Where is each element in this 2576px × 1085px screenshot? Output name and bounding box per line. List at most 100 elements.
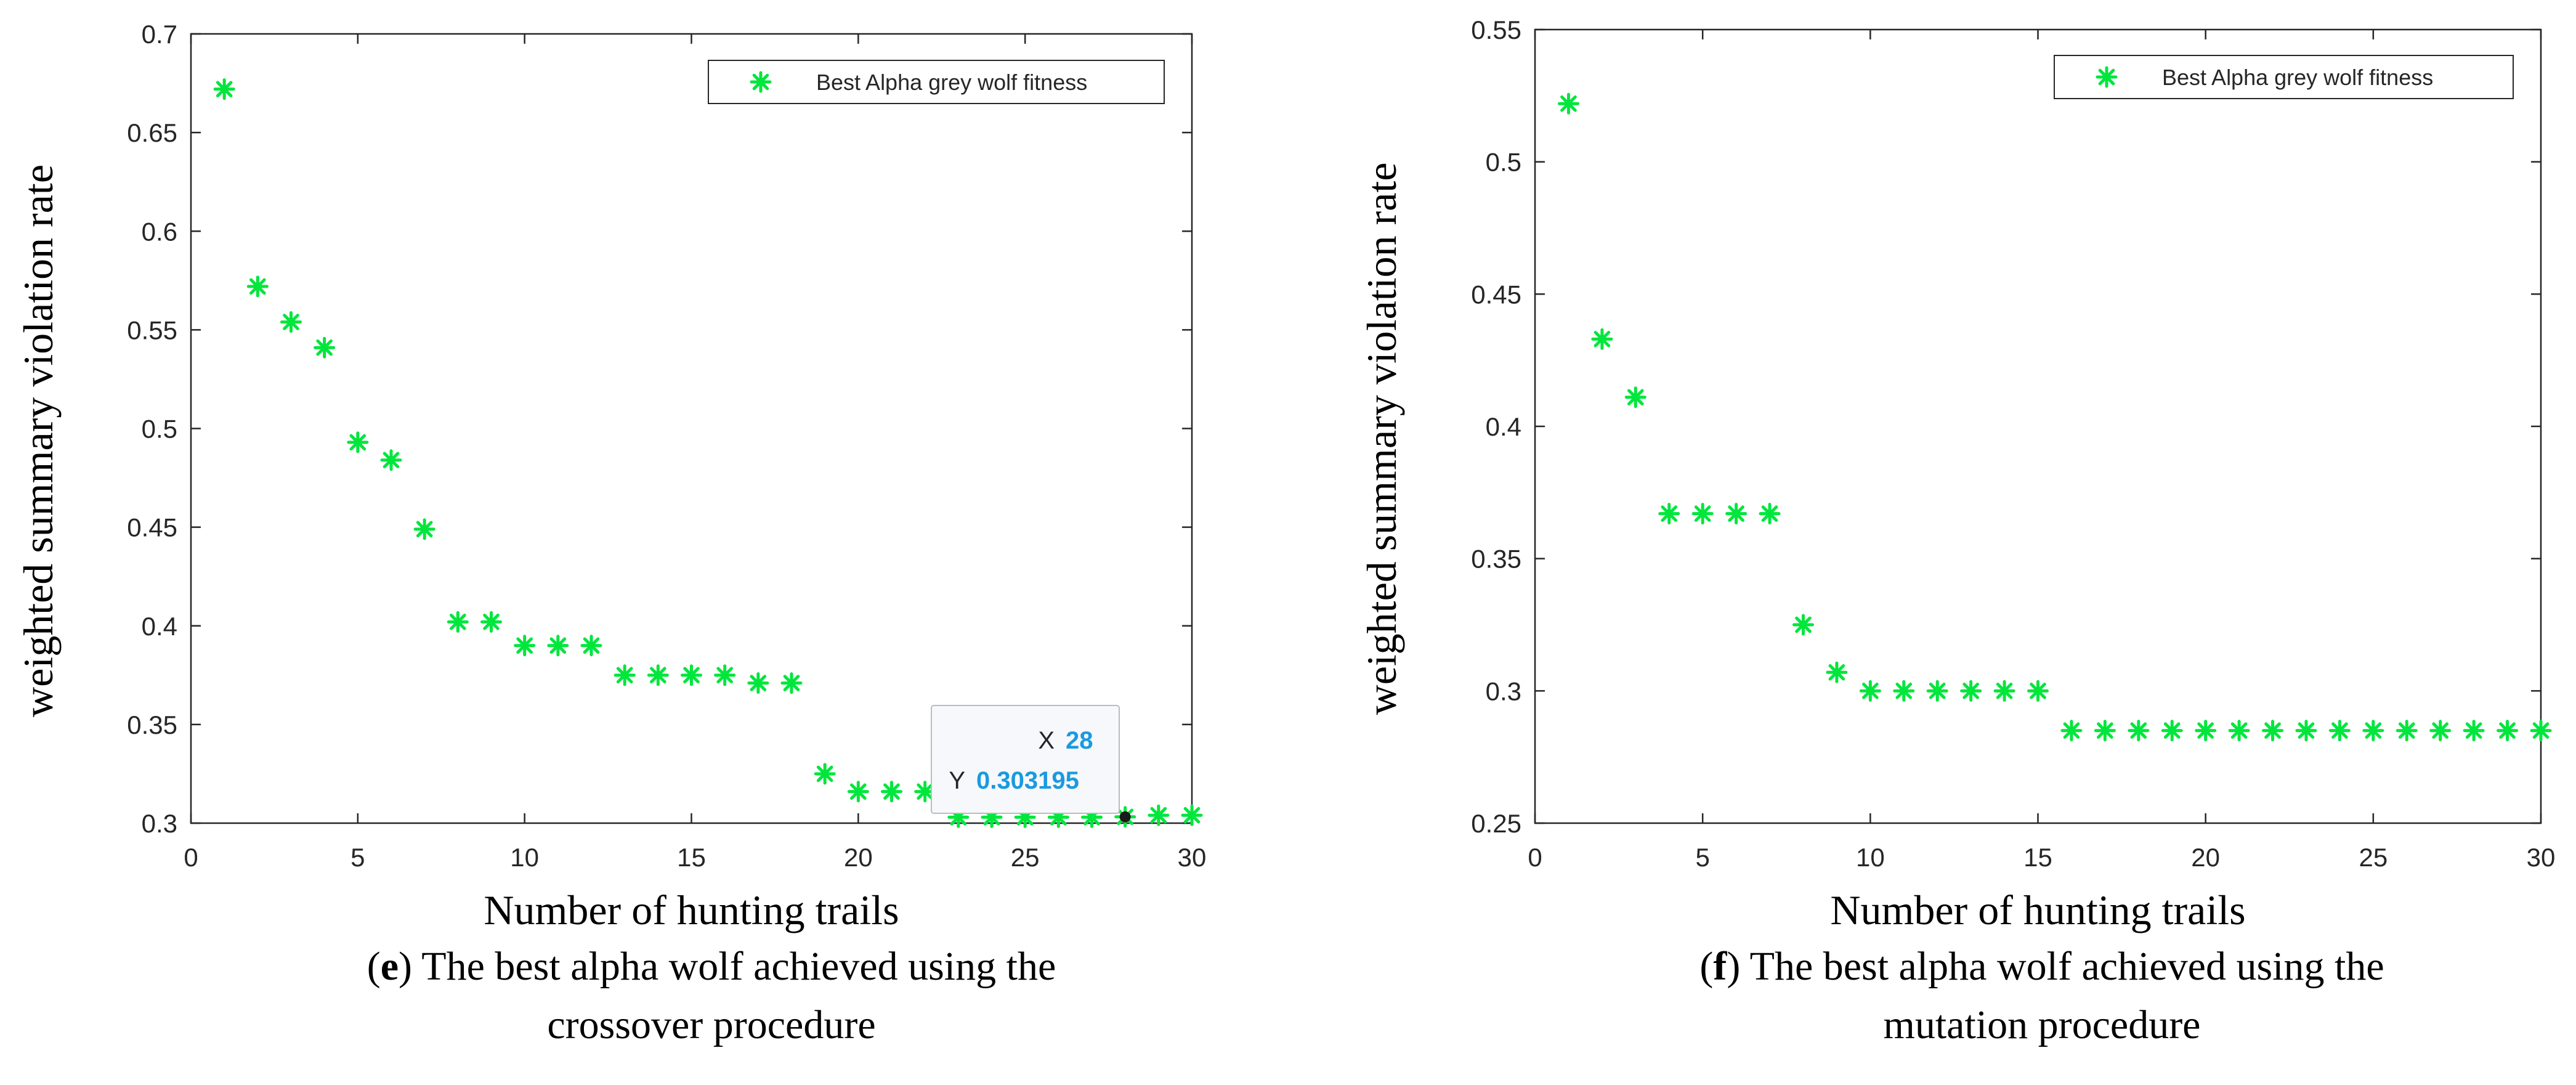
datatip-box <box>931 705 1120 814</box>
y-tick-label: 0.25 <box>1471 809 1521 838</box>
data-point <box>2262 720 2284 742</box>
datatip-x-value: 28 <box>1066 727 1093 754</box>
data-point <box>2228 720 2250 742</box>
plot-area <box>1534 28 2542 824</box>
caption-line-2: mutation procedure <box>1884 1002 2201 1047</box>
data-point <box>2396 720 2418 742</box>
y-tick-label: 0.3 <box>142 809 177 838</box>
data-point <box>580 635 602 657</box>
data-point <box>881 781 902 803</box>
x-tick-label: 25 <box>2359 843 2388 872</box>
data-point <box>1759 503 1781 525</box>
data-point <box>246 275 269 298</box>
data-point <box>780 672 803 694</box>
data-point <box>1658 503 1680 525</box>
data-point <box>280 311 302 333</box>
x-axis-label: Number of hunting trails <box>484 887 899 933</box>
y-tick-label: 0.3 <box>1486 677 1521 705</box>
datatip-y-label: Y <box>949 767 965 794</box>
data-point <box>614 664 636 686</box>
x-tick-label: 20 <box>844 843 873 872</box>
datatip[interactable]: X 28 Y 0.303195 <box>931 705 1120 814</box>
data-point <box>1691 503 1714 525</box>
y-tick-label: 0.7 <box>142 20 177 49</box>
data-point <box>2362 720 2384 742</box>
data-point <box>2161 720 2183 742</box>
data-point <box>681 664 702 686</box>
data-point <box>380 449 402 471</box>
data-point <box>2328 720 2351 742</box>
y-axis-label: weighted summary violation rate <box>15 165 62 717</box>
data-point <box>2060 720 2083 742</box>
y-tick-label: 0.45 <box>1471 280 1521 309</box>
caption-line-2: crossover procedure <box>547 1002 875 1047</box>
data-point <box>2094 720 2116 742</box>
data-point <box>2429 720 2452 742</box>
caption-text: The best alpha wolf achieved using the <box>1750 944 2384 989</box>
legend-box <box>708 60 1165 104</box>
data-point <box>2530 720 2552 742</box>
datatip-x-label: X <box>1038 727 1055 754</box>
data-point <box>1993 680 2015 702</box>
x-tick-label: 20 <box>2191 843 2220 872</box>
data-point <box>2195 720 2217 742</box>
y-tick-label: 0.45 <box>127 513 177 542</box>
x-tick-label: 10 <box>1856 843 1885 872</box>
x-tick-label: 30 <box>1178 843 1207 872</box>
data-point <box>314 336 336 359</box>
y-tick-label: 0.35 <box>127 710 177 739</box>
y-axis-label: weighted summary violation rate <box>1358 163 1405 715</box>
y-tick-label: 0.35 <box>1471 545 1521 574</box>
data-point <box>914 781 936 803</box>
datatip-point[interactable] <box>1119 811 1131 823</box>
y-tick-label: 0.65 <box>127 118 177 147</box>
data-point <box>514 635 536 657</box>
data-point <box>1557 92 1579 115</box>
y-tick-label: 0.4 <box>1486 412 1521 441</box>
x-tick-label: 25 <box>1011 843 1040 872</box>
data-point <box>547 635 569 657</box>
data-point <box>2027 680 2049 702</box>
data-point <box>2463 720 2485 742</box>
data-point <box>480 611 502 633</box>
x-tick-label: 15 <box>677 843 706 872</box>
data-point <box>213 78 235 100</box>
data-point <box>847 781 869 803</box>
y-tick-label: 0.55 <box>1471 15 1521 44</box>
x-tick-label: 0 <box>184 843 198 872</box>
x-tick-label: 0 <box>1528 843 1542 872</box>
legend-marker <box>2096 66 2118 88</box>
caption-panel-id: f <box>1713 944 1727 989</box>
x-tick-label: 10 <box>510 843 539 872</box>
data-point <box>714 664 736 686</box>
datatip-y-value: 0.303195 <box>976 767 1079 794</box>
y-tick-label: 0.5 <box>1486 148 1521 177</box>
x-tick-label: 5 <box>350 843 365 872</box>
x-tick-label: 5 <box>1695 843 1709 872</box>
chart-panel-e: 0 5 10 15 20 25 30 0.3 0.35 0.4 0.45 0.5 0.55 0.6 0.65… <box>15 20 1206 1047</box>
y-tick-label: 0.4 <box>142 612 177 641</box>
data-point <box>1591 328 1613 350</box>
x-axis-label: Number of hunting trails <box>1830 887 2245 933</box>
y-tick-label: 0.6 <box>142 217 177 246</box>
caption-panel-id: e <box>381 944 399 989</box>
data-point <box>747 672 769 694</box>
data-point <box>1960 680 1982 702</box>
y-tick-label: 0.5 <box>142 415 177 444</box>
series-best-alpha <box>1557 92 2552 742</box>
caption-line-1: (f) The best alpha wolf achieved using t… <box>1699 944 2384 989</box>
x-tick-label: 15 <box>2023 843 2052 872</box>
data-point <box>1893 680 1915 702</box>
data-point <box>1926 680 1948 702</box>
legend-marker <box>750 71 772 93</box>
caption-line-1: (e) The best alpha wolf achieved using t… <box>367 944 1056 989</box>
plot-area <box>190 33 1193 824</box>
data-point <box>347 431 369 453</box>
legend-label: Best Alpha grey wolf fitness <box>2162 65 2433 90</box>
data-point <box>2497 720 2519 742</box>
data-point <box>2295 720 2317 742</box>
legend-label: Best Alpha grey wolf fitness <box>816 70 1087 95</box>
legend: Best Alpha grey wolf fitness <box>708 60 1165 104</box>
legend-box <box>2054 55 2514 99</box>
